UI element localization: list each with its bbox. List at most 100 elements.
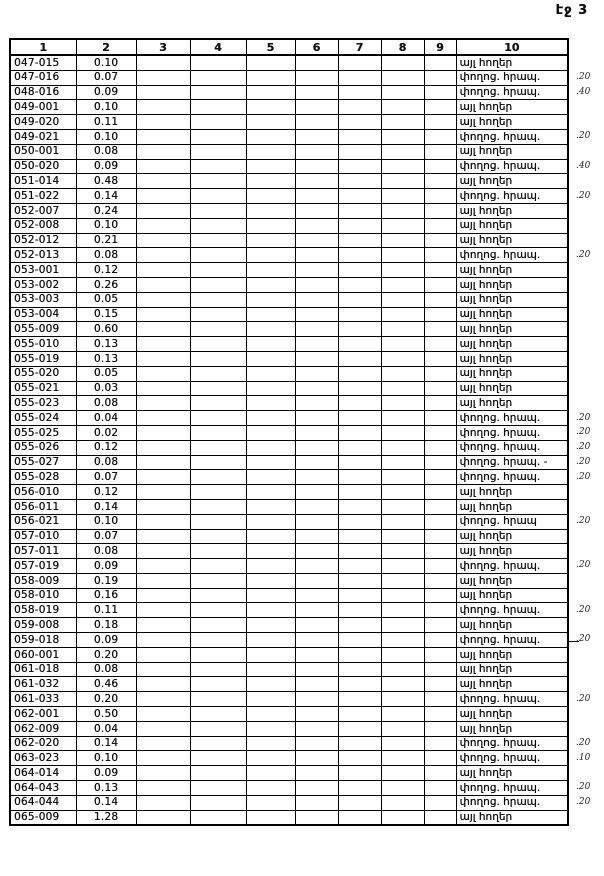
- land-use-cell: այլ հողեր: [455, 217, 569, 234]
- empty-cell: [135, 232, 191, 249]
- table-row: 058-019 0.11 փողոց. հրապ. .20: [9, 602, 604, 619]
- parcel-code-cell: 062-020: [9, 735, 77, 752]
- empty-cell: [245, 336, 296, 352]
- margin-note: [568, 203, 604, 218]
- empty-cell: [380, 617, 425, 634]
- empty-cell: [294, 158, 339, 175]
- margin-note: [568, 351, 604, 366]
- empty-cell: [294, 380, 339, 397]
- table-row: 065-009 1.28 այլ հողեր: [9, 809, 604, 827]
- empty-cell: [245, 54, 296, 71]
- empty-cell: [135, 646, 191, 663]
- empty-cell: [423, 809, 457, 827]
- empty-cell: [294, 350, 339, 367]
- empty-cell: [189, 424, 247, 441]
- empty-cell: [380, 321, 425, 338]
- land-use-cell: այլ հողեր: [455, 809, 569, 827]
- table-row: 064-014 0.09 այլ հողեր: [9, 765, 604, 782]
- parcel-code-cell: 050-001: [9, 143, 77, 160]
- empty-cell: [135, 617, 191, 634]
- empty-cell: [294, 336, 339, 352]
- empty-cell: [245, 365, 296, 382]
- empty-cell: [380, 780, 425, 796]
- empty-cell: [423, 217, 457, 234]
- parcel-code-cell: 053-004: [9, 306, 77, 323]
- empty-cell: [423, 350, 457, 367]
- empty-cell: [135, 276, 191, 293]
- empty-cell: [189, 276, 247, 293]
- empty-cell: [189, 336, 247, 352]
- empty-cell: [423, 69, 457, 86]
- empty-cell: [294, 572, 339, 589]
- parcel-code-cell: 056-011: [9, 498, 77, 515]
- margin-note: [568, 707, 604, 722]
- margin-header-cell: [568, 39, 604, 55]
- empty-cell: [245, 513, 296, 530]
- empty-cell: [337, 262, 382, 278]
- margin-note: .20: [576, 131, 591, 142]
- empty-cell: [189, 262, 247, 278]
- land-use-cell: այլ հողեր: [455, 706, 569, 722]
- land-use-cell: փողոց. հրապ.: [455, 410, 569, 426]
- empty-cell: [189, 217, 247, 234]
- empty-cell: [135, 217, 191, 234]
- table-row: 052-012 0.21 այլ հողեր: [9, 232, 604, 249]
- empty-cell: [189, 114, 247, 130]
- empty-cell: [189, 291, 247, 308]
- land-use-cell: այլ հողեր: [455, 484, 569, 500]
- margin-note: [568, 366, 604, 381]
- empty-cell: [189, 173, 247, 190]
- margin-note: [568, 499, 604, 514]
- empty-cell: [189, 143, 247, 160]
- empty-cell: [380, 646, 425, 663]
- land-use-cell: փողոց. հրապ.: [455, 84, 569, 101]
- empty-cell: [135, 632, 191, 648]
- land-use-cell: այլ հողեր: [455, 114, 569, 130]
- empty-cell: [189, 706, 247, 722]
- table-row: 062-001 0.50 այլ հողեր: [9, 706, 604, 722]
- margin-note: [568, 292, 604, 307]
- margin-note: .20: [576, 456, 591, 467]
- empty-cell: [189, 469, 247, 486]
- empty-cell: [423, 143, 457, 160]
- empty-cell: [380, 202, 425, 219]
- empty-cell: [189, 602, 247, 619]
- empty-cell: [423, 498, 457, 515]
- table-row: 056-011 0.14 այլ հողեր: [9, 498, 604, 515]
- table-row: 063-023 0.10 փողոց. հրապ. .10: [9, 750, 604, 767]
- empty-cell: [337, 780, 382, 796]
- area-value-cell: 0.05: [75, 365, 137, 382]
- empty-cell: [380, 469, 425, 486]
- table-row: 061-033 0.20 փողոց. հրապ. .20: [9, 691, 604, 708]
- empty-cell: [380, 395, 425, 412]
- empty-cell: [380, 350, 425, 367]
- empty-cell: [135, 706, 191, 722]
- margin-note: .20: [576, 738, 591, 749]
- empty-cell: [294, 617, 339, 634]
- empty-cell: [189, 543, 247, 560]
- table-row: 057-019 0.09 փողոց. հրապ. .20: [9, 558, 604, 574]
- empty-cell: [135, 765, 191, 782]
- table-row: 064-043 0.13 փողոց. հրապ. .20: [9, 780, 604, 796]
- parcel-code-cell: 053-001: [9, 262, 77, 278]
- empty-cell: [135, 735, 191, 752]
- empty-cell: [380, 498, 425, 515]
- empty-cell: [294, 587, 339, 604]
- margin-note: [568, 307, 604, 322]
- empty-cell: [423, 720, 457, 737]
- empty-cell: [135, 262, 191, 278]
- empty-cell: [423, 661, 457, 678]
- parcel-code-cell: 058-019: [9, 602, 77, 619]
- margin-note: .20: [576, 693, 591, 704]
- empty-cell: [337, 484, 382, 500]
- empty-cell: [294, 143, 339, 160]
- empty-cell: [294, 395, 339, 412]
- empty-cell: [245, 794, 296, 811]
- area-value-cell: 0.10: [75, 99, 137, 116]
- empty-cell: [189, 439, 247, 456]
- empty-cell: [245, 809, 296, 827]
- parcel-code-cell: 060-001: [9, 646, 77, 663]
- parcel-code-cell: 065-009: [9, 809, 77, 827]
- margin-note: [568, 662, 604, 677]
- area-value-cell: 0.09: [75, 632, 137, 648]
